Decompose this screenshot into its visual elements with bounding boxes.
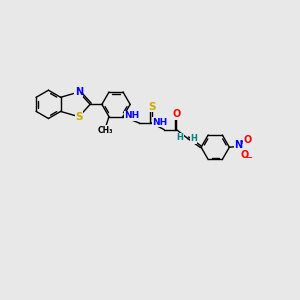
Text: NH: NH <box>124 111 140 120</box>
Text: CH₃: CH₃ <box>98 126 113 135</box>
Text: H: H <box>176 133 183 142</box>
Text: −: − <box>246 153 253 162</box>
Text: O: O <box>243 135 251 145</box>
Text: O: O <box>172 109 181 119</box>
Text: +: + <box>239 139 245 145</box>
Text: S: S <box>148 102 155 112</box>
Text: N: N <box>75 87 83 97</box>
Text: NH: NH <box>153 118 168 127</box>
Text: N: N <box>234 140 242 151</box>
Text: S: S <box>75 112 83 122</box>
Text: O: O <box>241 150 249 160</box>
Text: H: H <box>190 134 197 143</box>
